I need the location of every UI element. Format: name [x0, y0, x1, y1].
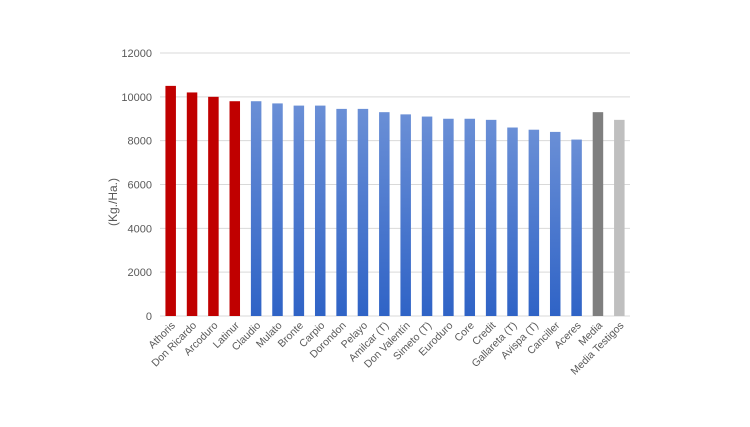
bar-mulato — [272, 103, 283, 316]
bar-dorondon — [336, 108, 347, 316]
bar-arcoduro — [208, 96, 219, 316]
bar-pelayo — [357, 108, 369, 316]
y-tick-label: 0 — [146, 311, 152, 323]
bar-core — [464, 118, 476, 316]
y-tick-label: 10000 — [121, 92, 152, 104]
bar-don-ricardo — [186, 92, 198, 316]
bar-euroduro — [443, 118, 454, 316]
bar-bronte — [293, 105, 305, 316]
bars — [165, 85, 625, 317]
y-tick-label: 6000 — [128, 180, 152, 192]
bar-don-valent-n — [400, 114, 411, 317]
y-tick-label: 2000 — [128, 267, 152, 279]
bar-gallareta-t — [507, 127, 518, 317]
bar-simeto-t — [421, 116, 433, 316]
y-tick-label: 12000 — [121, 48, 152, 60]
bar-avispa-t — [528, 129, 540, 316]
bar-claudio — [250, 101, 262, 316]
bar-amilcar-t — [379, 112, 390, 316]
bar-media-testigos — [614, 119, 625, 316]
y-axis-ticks: 0 2000 4000 6000 8000 10000 12000 — [121, 48, 152, 323]
bar-athoris — [165, 85, 176, 317]
y-axis-label: (Kg./Ha.) — [106, 178, 120, 226]
bar-carpio — [314, 105, 326, 316]
y-tick-label: 8000 — [128, 136, 152, 148]
y-tick-label: 4000 — [128, 223, 152, 235]
bar-media — [592, 112, 604, 316]
bar-credit — [485, 119, 497, 316]
bar-aceres — [571, 139, 582, 316]
bar-latinur — [229, 101, 241, 316]
bar-canciller — [549, 131, 561, 316]
